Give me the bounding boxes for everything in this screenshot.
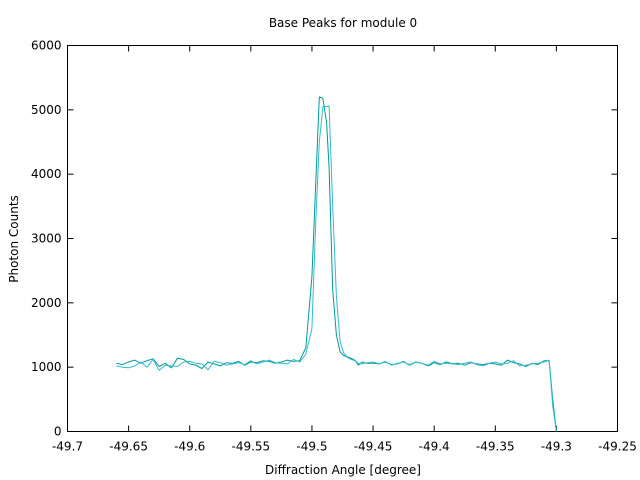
x-tick-label: -49.65 — [109, 440, 148, 454]
y-tick-label: 3000 — [31, 232, 62, 246]
y-tick-label: 0 — [54, 425, 62, 439]
x-tick-label: -49.55 — [231, 440, 270, 454]
x-tick-label: -49.5 — [296, 440, 327, 454]
x-axis-label: Diffraction Angle [degree] — [265, 463, 421, 477]
series-line-2 — [116, 105, 557, 432]
series-line-1 — [116, 96, 557, 432]
x-tick-label: -49.45 — [354, 440, 393, 454]
x-tick-label: -49.25 — [598, 440, 637, 454]
y-axis: 0 1000 2000 3000 4000 5000 6000 — [31, 39, 618, 439]
y-axis-label: Photon Counts — [7, 195, 21, 283]
x-axis: -49.7 -49.65 -49.6 -49.55 -49.5 -49.45 -49.4 -4… — [52, 45, 637, 454]
y-tick-label: 4000 — [31, 167, 62, 181]
x-tick-label: -49.4 — [419, 440, 450, 454]
chart-title: Base Peaks for module 0 — [269, 16, 417, 30]
series-layer — [116, 96, 557, 432]
y-tick-label: 2000 — [31, 296, 62, 310]
x-tick-label: -49.7 — [52, 440, 83, 454]
x-tick-label: -49.6 — [174, 440, 205, 454]
y-tick-label: 6000 — [31, 39, 62, 53]
y-tick-label: 1000 — [31, 360, 62, 374]
x-tick-label: -49.3 — [541, 440, 572, 454]
y-tick-label: 5000 — [31, 103, 62, 117]
x-tick-label: -49.35 — [476, 440, 515, 454]
plot-frame — [67, 45, 618, 432]
